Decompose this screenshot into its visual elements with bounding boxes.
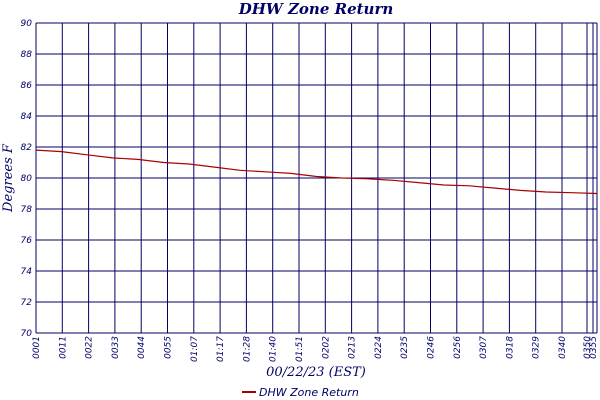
x-axis-label: 00/22/23 (EST): [266, 365, 366, 380]
x-tick-label: 01:40: [269, 336, 279, 362]
x-tick-label: 01:28: [242, 336, 252, 362]
y-tick-label: 82: [21, 143, 33, 153]
legend: DHW Zone Return: [242, 386, 359, 399]
x-axis-ticks: 0001 0011 0022 0033 0044 0055 01:07 01:17 01:28 0…: [32, 336, 599, 362]
y-tick-label: 86: [21, 81, 33, 91]
x-tick-label: 0055: [164, 336, 174, 359]
y-tick-label: 78: [21, 205, 33, 215]
x-tick-label: 0022: [85, 336, 95, 359]
legend-label: DHW Zone Return: [259, 386, 359, 399]
x-tick-label: 0235: [400, 336, 410, 359]
y-axis-ticks: 70 72 74 76 78 80 82 84 86 88 90: [21, 19, 33, 339]
y-tick-label: 74: [21, 267, 33, 277]
x-tick-label: 0224: [374, 336, 384, 359]
y-axis-label: Degrees F: [1, 143, 16, 213]
x-tick-label: 01:51: [295, 336, 305, 362]
y-tick-label: 88: [21, 50, 33, 60]
x-tick-label: 0246: [427, 336, 437, 359]
x-tick-label: 01:07: [190, 336, 200, 362]
x-tick-label: 01:17: [216, 336, 226, 362]
y-tick-label: 84: [21, 112, 33, 122]
y-tick-label: 72: [21, 298, 33, 308]
y-tick-label: 90: [21, 19, 33, 29]
x-tick-label: 0256: [453, 336, 463, 359]
x-tick-label: 0001: [32, 336, 42, 359]
plot-grid: [35, 22, 598, 334]
x-tick-label: 0329: [532, 336, 542, 359]
x-tick-label: 0044: [137, 336, 147, 359]
x-tick-label: 0033: [111, 336, 121, 359]
x-tick-label: 0318: [505, 336, 515, 359]
x-tick-label: 0213: [348, 336, 358, 359]
series-line: [35, 149, 598, 195]
y-tick-label: 76: [21, 236, 33, 246]
y-tick-label: 70: [21, 329, 33, 339]
x-tick-label: 0355: [589, 336, 599, 359]
x-tick-label: 0011: [58, 336, 68, 359]
chart-title: DHW Zone Return: [238, 0, 394, 18]
x-tick-label: 0340: [558, 336, 568, 359]
x-tick-label: 0307: [479, 336, 489, 359]
y-tick-label: 80: [21, 174, 33, 184]
x-tick-label: 0350: [583, 336, 593, 359]
x-tick-label: 0202: [321, 336, 331, 359]
